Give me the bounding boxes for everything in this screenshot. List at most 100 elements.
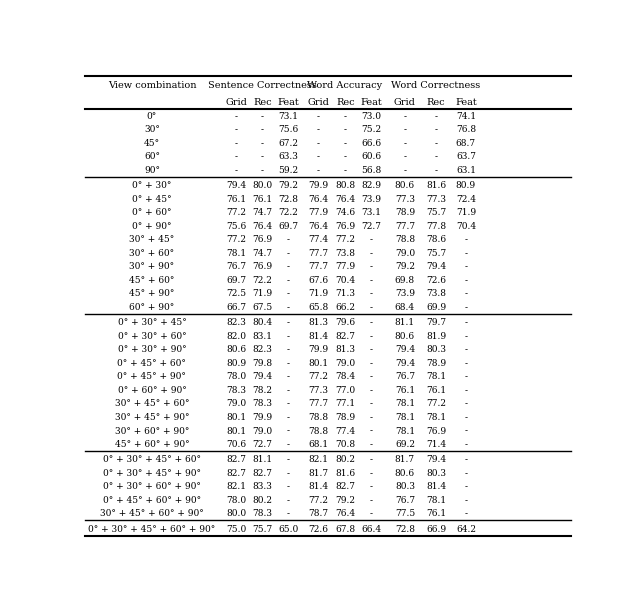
Text: -: - <box>287 373 290 381</box>
Text: 0° + 30° + 60°: 0° + 30° + 60° <box>118 332 186 341</box>
Text: 76.1: 76.1 <box>226 195 246 204</box>
Text: -: - <box>370 318 372 328</box>
Text: 45°: 45° <box>144 139 160 148</box>
Text: 79.2: 79.2 <box>278 181 298 190</box>
Text: -: - <box>370 345 372 354</box>
Text: 71.9: 71.9 <box>456 209 476 217</box>
Text: 76.4: 76.4 <box>308 222 328 231</box>
Text: -: - <box>465 426 467 436</box>
Text: 65.8: 65.8 <box>308 303 328 312</box>
Text: 76.9: 76.9 <box>335 222 355 231</box>
Text: 82.7: 82.7 <box>227 469 246 478</box>
Text: 69.9: 69.9 <box>426 303 446 312</box>
Text: 45° + 60°: 45° + 60° <box>129 276 175 285</box>
Text: 0° + 30° + 60° + 90°: 0° + 30° + 60° + 90° <box>103 483 201 492</box>
Text: 78.6: 78.6 <box>426 235 446 245</box>
Text: -: - <box>235 152 237 162</box>
Text: 68.7: 68.7 <box>456 139 476 148</box>
Text: -: - <box>370 249 372 258</box>
Text: 77.1: 77.1 <box>335 400 355 409</box>
Text: -: - <box>287 276 290 285</box>
Text: 74.7: 74.7 <box>252 249 273 258</box>
Text: -: - <box>261 112 264 121</box>
Text: 81.1: 81.1 <box>252 456 273 464</box>
Text: -: - <box>287 426 290 436</box>
Text: -: - <box>465 235 467 245</box>
Text: 79.8: 79.8 <box>252 359 273 368</box>
Text: 72.8: 72.8 <box>395 525 415 534</box>
Text: 72.7: 72.7 <box>361 222 381 231</box>
Text: Rec: Rec <box>427 98 445 107</box>
Text: 72.7: 72.7 <box>253 440 273 449</box>
Text: 78.8: 78.8 <box>308 413 328 422</box>
Text: 0° + 45° + 60°: 0° + 45° + 60° <box>118 359 186 368</box>
Text: 78.0: 78.0 <box>226 496 246 505</box>
Text: 80.1: 80.1 <box>308 359 328 368</box>
Text: 30° + 45° + 90°: 30° + 45° + 90° <box>115 413 189 422</box>
Text: -: - <box>287 303 290 312</box>
Text: -: - <box>287 359 290 368</box>
Text: 77.8: 77.8 <box>426 222 446 231</box>
Text: 75.6: 75.6 <box>278 126 298 134</box>
Text: -: - <box>465 386 467 395</box>
Text: 73.8: 73.8 <box>426 290 446 298</box>
Text: Sentence Correctness: Sentence Correctness <box>208 81 317 90</box>
Text: -: - <box>435 139 438 148</box>
Text: 74.1: 74.1 <box>456 112 476 121</box>
Text: -: - <box>287 386 290 395</box>
Text: Grid: Grid <box>225 98 247 107</box>
Text: 73.9: 73.9 <box>395 290 415 298</box>
Text: 82.3: 82.3 <box>227 318 246 328</box>
Text: 76.4: 76.4 <box>308 195 328 204</box>
Text: 74.7: 74.7 <box>252 209 273 217</box>
Text: -: - <box>235 126 237 134</box>
Text: 77.7: 77.7 <box>395 222 415 231</box>
Text: 78.1: 78.1 <box>426 496 446 505</box>
Text: -: - <box>435 166 438 175</box>
Text: 78.1: 78.1 <box>395 413 415 422</box>
Text: 77.7: 77.7 <box>308 249 328 258</box>
Text: 76.7: 76.7 <box>395 373 415 381</box>
Text: -: - <box>465 318 467 328</box>
Text: 77.2: 77.2 <box>426 400 446 409</box>
Text: View combination: View combination <box>108 81 196 90</box>
Text: -: - <box>465 413 467 422</box>
Text: 30° + 60° + 90°: 30° + 60° + 90° <box>115 426 189 436</box>
Text: 79.9: 79.9 <box>308 345 328 354</box>
Text: -: - <box>435 126 438 134</box>
Text: 72.5: 72.5 <box>226 290 246 298</box>
Text: 81.4: 81.4 <box>426 483 446 492</box>
Text: 30° + 45° + 60°: 30° + 45° + 60° <box>115 400 189 409</box>
Text: 73.0: 73.0 <box>361 112 381 121</box>
Text: 72.2: 72.2 <box>253 276 273 285</box>
Text: 68.1: 68.1 <box>308 440 328 449</box>
Text: 78.1: 78.1 <box>426 413 446 422</box>
Text: 80.2: 80.2 <box>253 496 273 505</box>
Text: 77.0: 77.0 <box>335 386 355 395</box>
Text: -: - <box>370 303 372 312</box>
Text: -: - <box>317 126 319 134</box>
Text: -: - <box>370 440 372 449</box>
Text: -: - <box>403 152 406 162</box>
Text: 0°: 0° <box>147 112 157 121</box>
Text: -: - <box>287 332 290 341</box>
Text: -: - <box>465 359 467 368</box>
Text: 77.2: 77.2 <box>335 235 355 245</box>
Text: 78.9: 78.9 <box>395 209 415 217</box>
Text: -: - <box>370 469 372 478</box>
Text: 69.2: 69.2 <box>395 440 415 449</box>
Text: 73.1: 73.1 <box>361 209 381 217</box>
Text: -: - <box>370 456 372 464</box>
Text: 67.2: 67.2 <box>278 139 298 148</box>
Text: 78.7: 78.7 <box>308 509 328 518</box>
Text: -: - <box>370 290 372 298</box>
Text: 78.3: 78.3 <box>253 400 273 409</box>
Text: -: - <box>344 139 347 148</box>
Text: 79.0: 79.0 <box>335 359 355 368</box>
Text: 69.7: 69.7 <box>226 276 246 285</box>
Text: 78.8: 78.8 <box>395 235 415 245</box>
Text: 73.8: 73.8 <box>335 249 355 258</box>
Text: 81.7: 81.7 <box>395 456 415 464</box>
Text: 0° + 45° + 60° + 90°: 0° + 45° + 60° + 90° <box>103 496 201 505</box>
Text: -: - <box>344 126 347 134</box>
